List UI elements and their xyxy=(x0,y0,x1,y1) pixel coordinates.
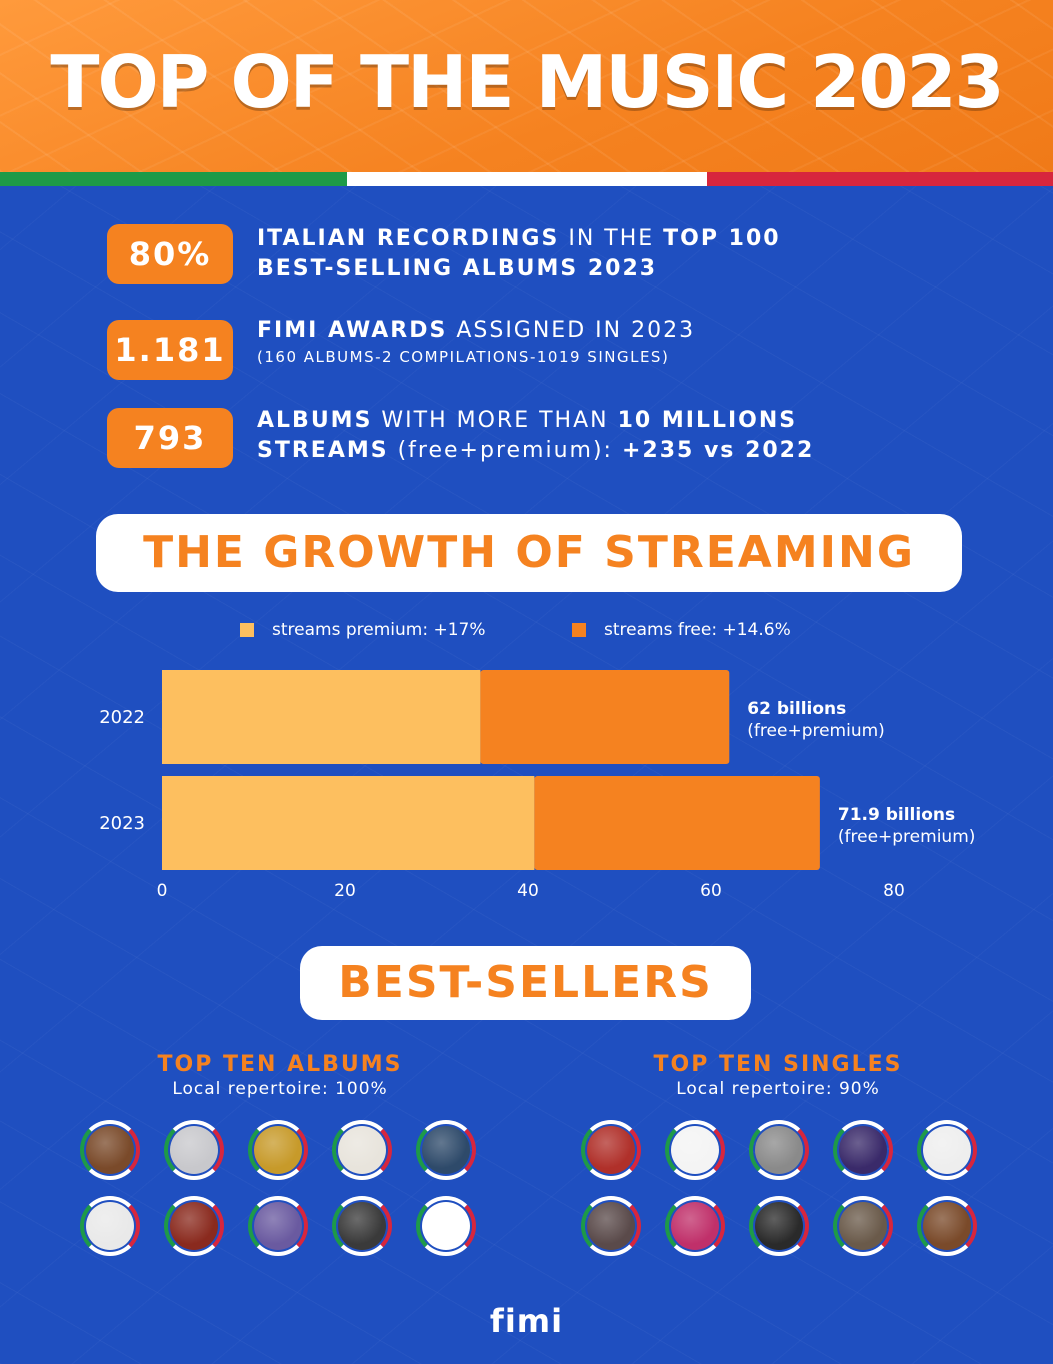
x-tick-label: 0 xyxy=(157,881,168,901)
album-cover-art xyxy=(338,1202,386,1250)
single-cover-art xyxy=(671,1202,719,1250)
single-cover xyxy=(665,1120,725,1180)
album-cover xyxy=(164,1196,224,1256)
stat-strong: TOP 100 xyxy=(663,226,781,251)
stat-strong: BEST-SELLING ALBUMS 2023 xyxy=(257,256,658,281)
single-cover xyxy=(749,1120,809,1180)
stat-strong: +235 vs 2022 xyxy=(621,438,815,463)
bar-2023-free xyxy=(534,776,820,870)
stat-normal: ASSIGNED IN 2023 xyxy=(447,318,696,343)
streaming-bar-chart: 2022 62 billions(free+premium)2023 71.9 bi… xyxy=(99,670,976,901)
flag-stripe-red xyxy=(707,172,1053,186)
fimi-logo: fimi xyxy=(489,1302,564,1340)
single-cover-art xyxy=(587,1202,635,1250)
album-cover xyxy=(332,1120,392,1180)
stat-value: 793 xyxy=(107,408,233,468)
album-cover-art xyxy=(254,1202,302,1250)
album-cover xyxy=(332,1196,392,1256)
album-cover-art xyxy=(170,1126,218,1174)
album-cover-art xyxy=(422,1126,470,1174)
single-cover-art xyxy=(587,1126,635,1174)
section-title-best-sellers: BEST-SELLERS xyxy=(300,946,751,1020)
x-tick-label: 20 xyxy=(334,881,356,901)
album-cover xyxy=(80,1120,140,1180)
category-label: 2023 xyxy=(99,813,145,834)
category-label: 2022 xyxy=(99,707,145,728)
single-cover xyxy=(581,1120,641,1180)
stat-normal: IN THE xyxy=(559,226,664,251)
single-cover xyxy=(665,1196,725,1256)
legend-label: streams free: +14.6% xyxy=(604,620,791,640)
x-tick-label: 60 xyxy=(700,881,722,901)
single-cover-art xyxy=(839,1202,887,1250)
album-cover xyxy=(248,1120,308,1180)
stat-strong: ALBUMS xyxy=(257,408,373,433)
flag-stripe-white xyxy=(347,172,707,186)
data-label-total: 62 billions xyxy=(747,699,846,719)
stat-description: FIMI AWARDS ASSIGNED IN 2023 (160 ALBUMS… xyxy=(257,316,957,368)
x-tick-label: 40 xyxy=(517,881,539,901)
data-label-total: 71.9 billions xyxy=(838,805,955,825)
stat-fimi-awards: 1.181 FIMI AWARDS ASSIGNED IN 2023 (160 … xyxy=(107,316,967,380)
single-cover xyxy=(581,1196,641,1256)
album-cover-art xyxy=(422,1202,470,1250)
legend-label: streams premium: +17% xyxy=(272,620,486,640)
album-cover xyxy=(416,1120,476,1180)
single-cover xyxy=(917,1196,977,1256)
stat-value: 1.181 xyxy=(107,320,233,380)
album-cover xyxy=(416,1196,476,1256)
album-cover-art xyxy=(86,1126,134,1174)
legend-swatch-premium xyxy=(240,623,254,637)
legend-item-premium: streams premium: +17% xyxy=(240,620,485,640)
stat-strong: FIMI AWARDS xyxy=(257,318,448,343)
singles-subtitle: Local repertoire: 90% xyxy=(676,1079,880,1099)
x-tick-label: 80 xyxy=(883,881,905,901)
album-cover xyxy=(164,1120,224,1180)
stat-description: ALBUMS WITH MORE THAN 10 MILLIONS STREAM… xyxy=(257,406,957,466)
single-cover xyxy=(833,1120,893,1180)
album-cover-art xyxy=(86,1202,134,1250)
bar-2022-premium xyxy=(162,670,481,764)
album-cover-art xyxy=(254,1126,302,1174)
singles-heading: TOP TEN SINGLES Local repertoire: 90% xyxy=(578,1052,978,1099)
data-label-note: (free+premium) xyxy=(747,721,885,741)
stat-italian-recordings: 80% ITALIAN RECORDINGS IN THE TOP 100 BE… xyxy=(107,224,967,288)
flag-stripe-green xyxy=(0,172,347,186)
single-cover-art xyxy=(839,1126,887,1174)
stat-strong: ITALIAN RECORDINGS xyxy=(257,226,560,251)
single-cover xyxy=(749,1196,809,1256)
single-cover-art xyxy=(923,1126,971,1174)
single-cover xyxy=(833,1196,893,1256)
albums-heading: TOP TEN ALBUMS Local repertoire: 100% xyxy=(80,1052,480,1099)
single-cover-art xyxy=(755,1126,803,1174)
stat-strong: 10 MILLIONS xyxy=(617,408,798,433)
legend-item-free: streams free: +14.6% xyxy=(572,620,791,640)
album-cover xyxy=(80,1196,140,1256)
stat-subtext: (160 ALBUMS-2 COMPILATIONS-1019 SINGLES) xyxy=(257,348,670,366)
single-cover-art xyxy=(755,1202,803,1250)
single-cover-art xyxy=(671,1126,719,1174)
stat-albums-streams: 793 ALBUMS WITH MORE THAN 10 MILLIONS ST… xyxy=(107,406,967,470)
stat-strong: STREAMS xyxy=(257,438,389,463)
album-cover xyxy=(248,1196,308,1256)
bar-2022-free xyxy=(480,670,730,764)
header-banner xyxy=(0,0,1053,172)
albums-title: TOP TEN ALBUMS xyxy=(157,1052,403,1077)
single-cover-art xyxy=(923,1202,971,1250)
album-cover-art xyxy=(170,1202,218,1250)
albums-subtitle: Local repertoire: 100% xyxy=(172,1079,388,1099)
legend-swatch-free xyxy=(572,623,586,637)
album-cover-art xyxy=(338,1126,386,1174)
stat-value: 80% xyxy=(107,224,233,284)
single-cover xyxy=(917,1120,977,1180)
page-title: TOP OF THE MUSIC 2023 xyxy=(50,40,1004,124)
bar-2023-premium xyxy=(162,776,535,870)
singles-title: TOP TEN SINGLES xyxy=(653,1052,903,1077)
section-title-growth: THE GROWTH OF STREAMING xyxy=(96,514,962,592)
stat-normal: (free+premium): xyxy=(388,438,622,463)
stat-description: ITALIAN RECORDINGS IN THE TOP 100 BEST-S… xyxy=(257,224,957,284)
data-label-note: (free+premium) xyxy=(838,827,976,847)
stat-normal: WITH MORE THAN xyxy=(372,408,618,433)
